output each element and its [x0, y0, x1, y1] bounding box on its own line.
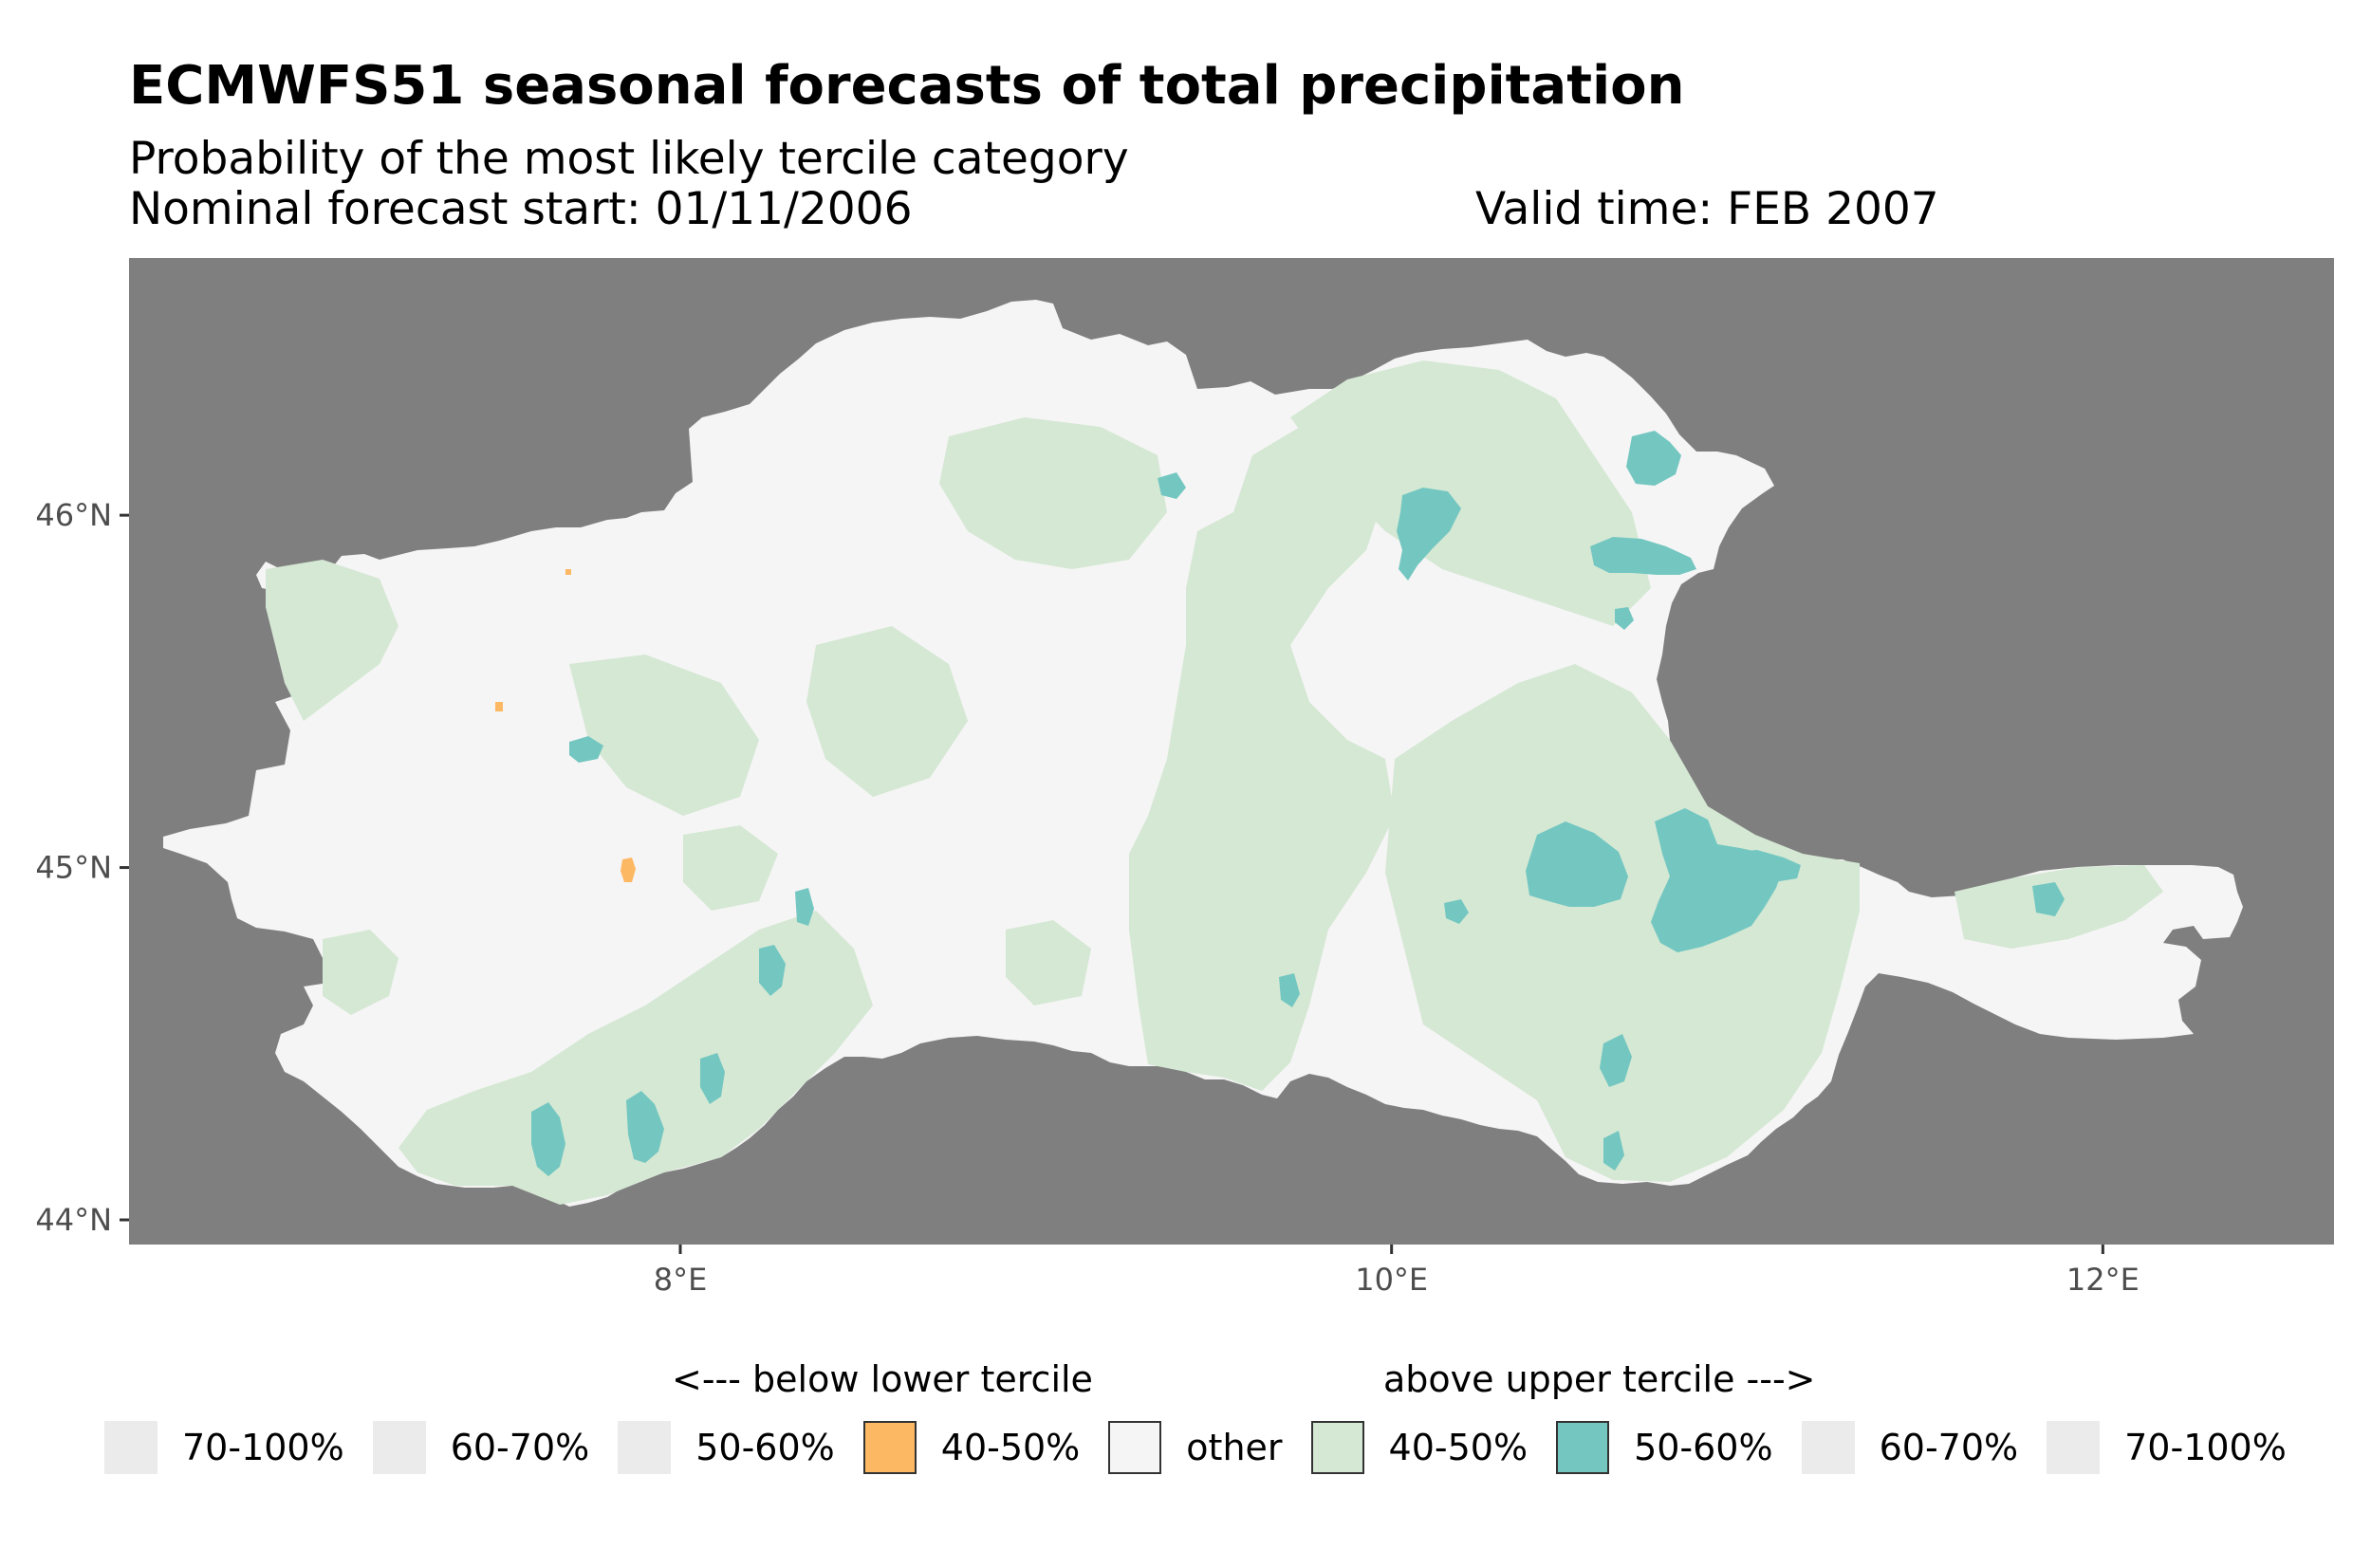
legend-key-8	[2047, 1421, 2101, 1474]
legend-label-4: other	[1186, 1427, 1283, 1468]
teal-50-60-patches	[531, 431, 2065, 1176]
legend-key-3	[862, 1421, 917, 1474]
lon-tick-label: 10°E	[1355, 1262, 1428, 1298]
map-frame-cover	[0, 0, 2353, 1328]
legend-key-0	[104, 1421, 157, 1474]
legend-key-5	[1310, 1421, 1364, 1474]
green-40-50-patches	[266, 360, 2163, 1205]
valid-time-label: Valid time: FEB 2007	[1475, 183, 1939, 235]
legend-label-0: 70-100%	[182, 1427, 344, 1468]
legend-label-2: 50-60%	[695, 1427, 835, 1468]
forecast-map: 46°N 45°N 44°N 8°E 10°E 12°E	[0, 0, 2353, 1328]
lon-tick-label: 8°E	[654, 1262, 708, 1298]
legend-key-6	[1556, 1421, 1610, 1474]
legend-key-7	[1801, 1421, 1855, 1474]
lat-tick-label: 46°N	[35, 497, 112, 533]
legend-label-1: 60-70%	[450, 1427, 590, 1468]
legend: 70-100% 60-70% 50-60% 40-50% other 40-50% 50-6…	[104, 1421, 2315, 1474]
lat-axis: 46°N 45°N 44°N	[35, 497, 129, 1238]
legend-below-header: <--- below lower tercile	[672, 1358, 1093, 1400]
orange-40-50-patches	[495, 569, 636, 882]
forecast-start-label: Nominal forecast start: 01/11/2006	[129, 183, 913, 235]
legend-key-4	[1108, 1421, 1162, 1474]
lat-tick-label: 44°N	[35, 1202, 112, 1238]
legend-label-6: 50-60%	[1634, 1427, 1773, 1468]
legend-key-1	[372, 1421, 426, 1474]
lon-tick-label: 12°E	[2066, 1262, 2140, 1298]
legend-label-5: 40-50%	[1388, 1427, 1529, 1468]
map-subtitle: Probability of the most likely tercile c…	[129, 133, 1129, 185]
lat-tick-label: 45°N	[35, 850, 112, 886]
legend-label-8: 70-100%	[2124, 1427, 2287, 1468]
legend-label-7: 60-70%	[1879, 1427, 2019, 1468]
legend-key-2	[618, 1421, 672, 1474]
legend-above-header: above upper tercile --->	[1383, 1358, 1816, 1400]
lon-axis: 8°E 10°E 12°E	[654, 1245, 2140, 1298]
legend-label-3: 40-50%	[940, 1427, 1081, 1468]
map-title: ECMWFS51 seasonal forecasts of total pre…	[129, 55, 1685, 117]
